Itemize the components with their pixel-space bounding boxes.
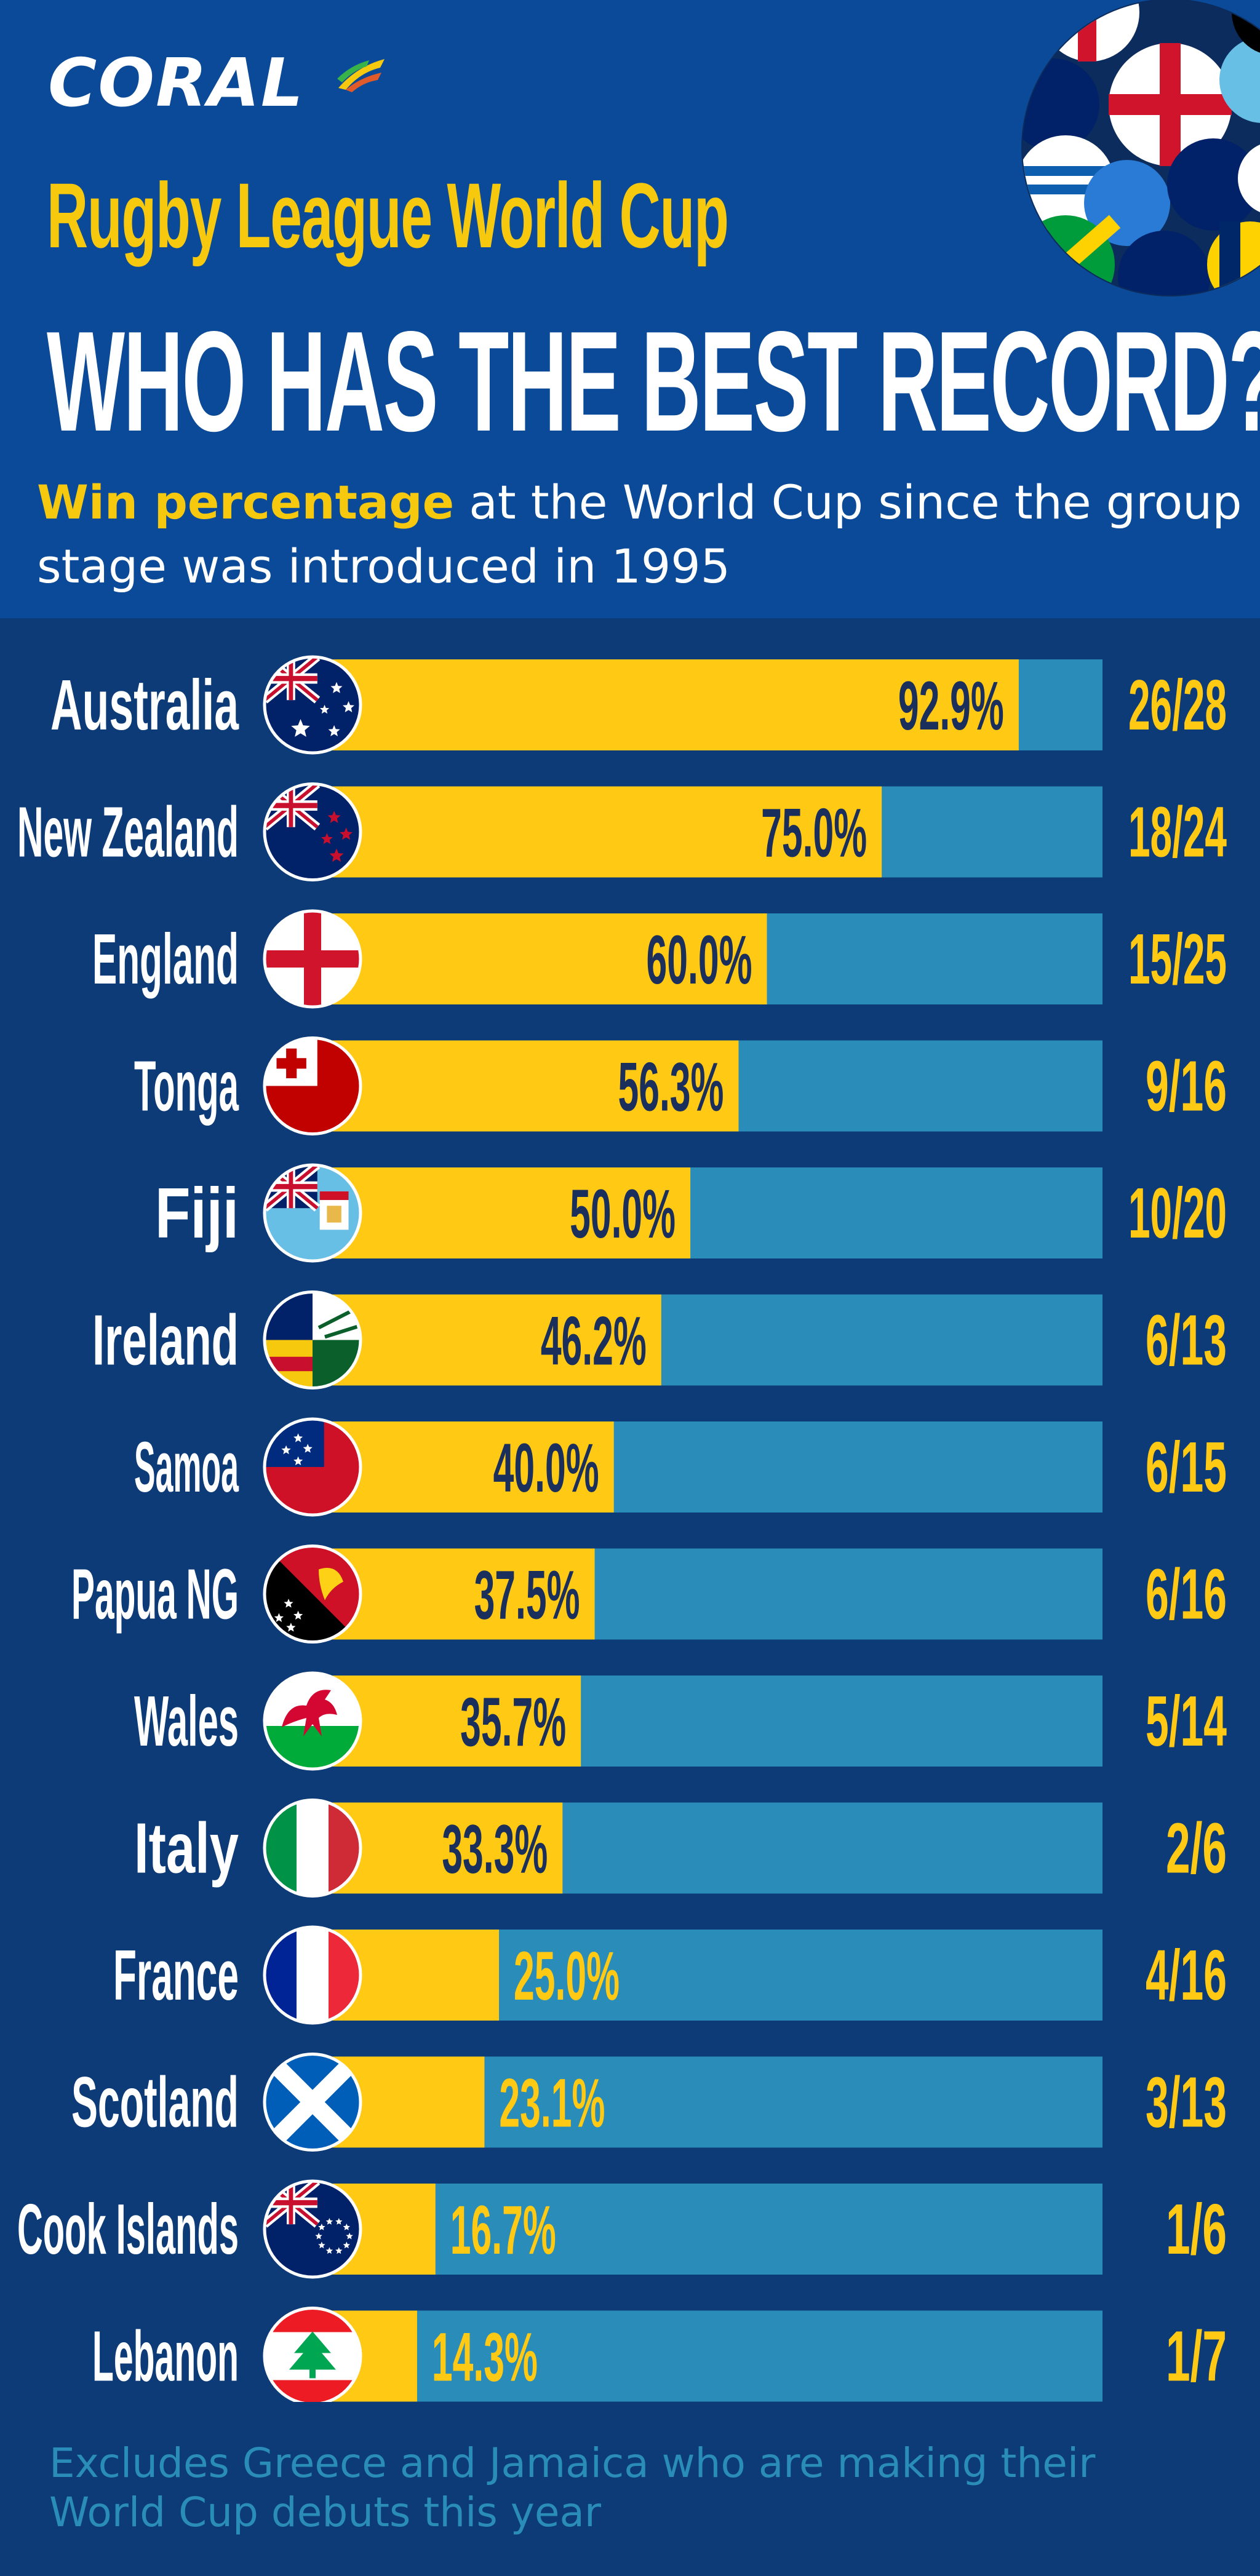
category-label: France bbox=[113, 1935, 239, 2015]
data-label: 23.1% bbox=[499, 2065, 605, 2142]
new-zealand-flag bbox=[263, 782, 362, 881]
data-label: 46.2% bbox=[541, 1303, 647, 1380]
bar-row: Ireland 46.2% 6/13 bbox=[92, 1290, 1227, 1389]
record-label: 1/6 bbox=[1166, 2189, 1227, 2269]
category-label: Italy bbox=[134, 1808, 239, 1888]
bar-row: Papua NG 37.5% 6/16 bbox=[71, 1544, 1227, 1644]
record-label: 2/6 bbox=[1166, 1808, 1227, 1888]
data-label: 35.7% bbox=[460, 1684, 566, 1760]
bar bbox=[308, 913, 767, 1004]
data-label: 37.5% bbox=[474, 1557, 580, 1634]
coral-logo: CORAL bbox=[48, 45, 305, 122]
category-label: New Zealand bbox=[17, 792, 239, 872]
lead-highlight: Win percentage bbox=[37, 475, 455, 530]
category-label: Samoa bbox=[134, 1427, 239, 1507]
bar-row: Tonga 56.3% 9/16 bbox=[134, 1036, 1227, 1135]
bar bbox=[308, 659, 1019, 750]
record-label: 1/7 bbox=[1166, 2316, 1227, 2396]
bar bbox=[308, 1040, 739, 1132]
record-label: 6/16 bbox=[1146, 1554, 1227, 1634]
scotland-flag bbox=[263, 2053, 362, 2152]
data-label: 33.3% bbox=[442, 1811, 548, 1888]
bar-row: Fiji 50.0% 10/20 bbox=[155, 1163, 1227, 1263]
category-label: Australia bbox=[50, 665, 239, 745]
record-label: 6/15 bbox=[1146, 1427, 1227, 1507]
category-label: Papua NG bbox=[71, 1554, 239, 1634]
england-flag bbox=[263, 909, 362, 1009]
bar-row: Italy 33.3% 2/6 bbox=[134, 1799, 1227, 1898]
italy-flag bbox=[263, 1799, 362, 1898]
bar-row: Wales 35.7% 5/14 bbox=[134, 1671, 1227, 1771]
france-flag bbox=[263, 1925, 362, 2025]
data-label: 92.9% bbox=[898, 667, 1004, 744]
record-label: 3/13 bbox=[1146, 2062, 1227, 2142]
bar-row: Samoa 40.0% 6/15 bbox=[134, 1417, 1227, 1517]
record-label: 26/28 bbox=[1128, 665, 1227, 745]
data-label: 60.0% bbox=[647, 921, 752, 998]
tonga-flag bbox=[263, 1036, 362, 1135]
category-label: Cook Islands bbox=[17, 2189, 239, 2269]
bar-row: Lebanon 14.3% 1/7 bbox=[92, 2307, 1227, 2402]
bar-row: New Zealand 75.0% 18/24 bbox=[17, 782, 1227, 881]
bar bbox=[308, 1294, 661, 1386]
cook-islands-flag bbox=[263, 2179, 362, 2279]
bar-track bbox=[308, 2184, 1102, 2275]
category-label: Tonga bbox=[134, 1046, 239, 1126]
data-label: 56.3% bbox=[618, 1049, 724, 1126]
data-label: 40.0% bbox=[493, 1429, 599, 1506]
record-label: 4/16 bbox=[1146, 1935, 1227, 2015]
ireland-flag bbox=[263, 1290, 362, 1389]
australia-flag bbox=[263, 655, 362, 755]
category-label: Ireland bbox=[92, 1300, 239, 1380]
record-label: 6/13 bbox=[1146, 1300, 1227, 1380]
record-label: 5/14 bbox=[1146, 1681, 1227, 1761]
lead-text: at the World Cup since the group stage w… bbox=[37, 475, 1242, 594]
bar bbox=[308, 1167, 691, 1258]
coral-swoosh-icon bbox=[337, 59, 385, 92]
category-label: Lebanon bbox=[92, 2316, 239, 2396]
bar-row: Scotland 23.1% 3/13 bbox=[71, 2053, 1227, 2152]
data-label: 25.0% bbox=[514, 1938, 620, 2014]
data-label: 50.0% bbox=[570, 1175, 676, 1252]
category-label: Fiji bbox=[155, 1173, 239, 1253]
bar-row: France 25.0% 4/16 bbox=[113, 1925, 1227, 2025]
chart-description: Win percentage at the World Cup since th… bbox=[37, 471, 1243, 598]
record-label: 15/25 bbox=[1128, 919, 1227, 999]
bar bbox=[308, 786, 882, 878]
bar-row: Australia 92.9% 26/28 bbox=[50, 655, 1227, 755]
data-label: 75.0% bbox=[761, 795, 867, 872]
fiji-flag bbox=[263, 1163, 362, 1263]
chart-subtitle: Rugby League World Cup bbox=[47, 164, 729, 267]
data-label: 14.3% bbox=[432, 2319, 538, 2396]
bar-row: Cook Islands 16.7% 1/6 bbox=[17, 2179, 1227, 2279]
samoa-flag bbox=[263, 1417, 362, 1517]
category-label: Scotland bbox=[71, 2062, 239, 2142]
bar-track bbox=[308, 2310, 1102, 2402]
bar-chart: Australia 92.9% 26/28 New Zealand 75.0% 18/24… bbox=[17, 655, 1227, 2402]
record-label: 9/16 bbox=[1146, 1046, 1227, 1126]
header: CORAL Rugby League World Cup WHO HAS THE… bbox=[0, 0, 1260, 618]
category-label: England bbox=[92, 919, 239, 999]
record-label: 10/20 bbox=[1128, 1173, 1227, 1253]
data-label: 16.7% bbox=[450, 2192, 556, 2268]
chart-title: WHO HAS THE BEST RECORD? bbox=[47, 302, 1260, 461]
bar-row: England 60.0% 15/25 bbox=[92, 909, 1227, 1009]
record-label: 18/24 bbox=[1128, 792, 1227, 872]
lebanon-flag bbox=[263, 2307, 362, 2402]
flags-cluster-image bbox=[1021, 0, 1260, 296]
category-label: Wales bbox=[134, 1681, 239, 1761]
footnote: Excludes Greece and Jamaica who are maki… bbox=[49, 2439, 1096, 2536]
papua-new-guinea-flag bbox=[263, 1544, 362, 1644]
